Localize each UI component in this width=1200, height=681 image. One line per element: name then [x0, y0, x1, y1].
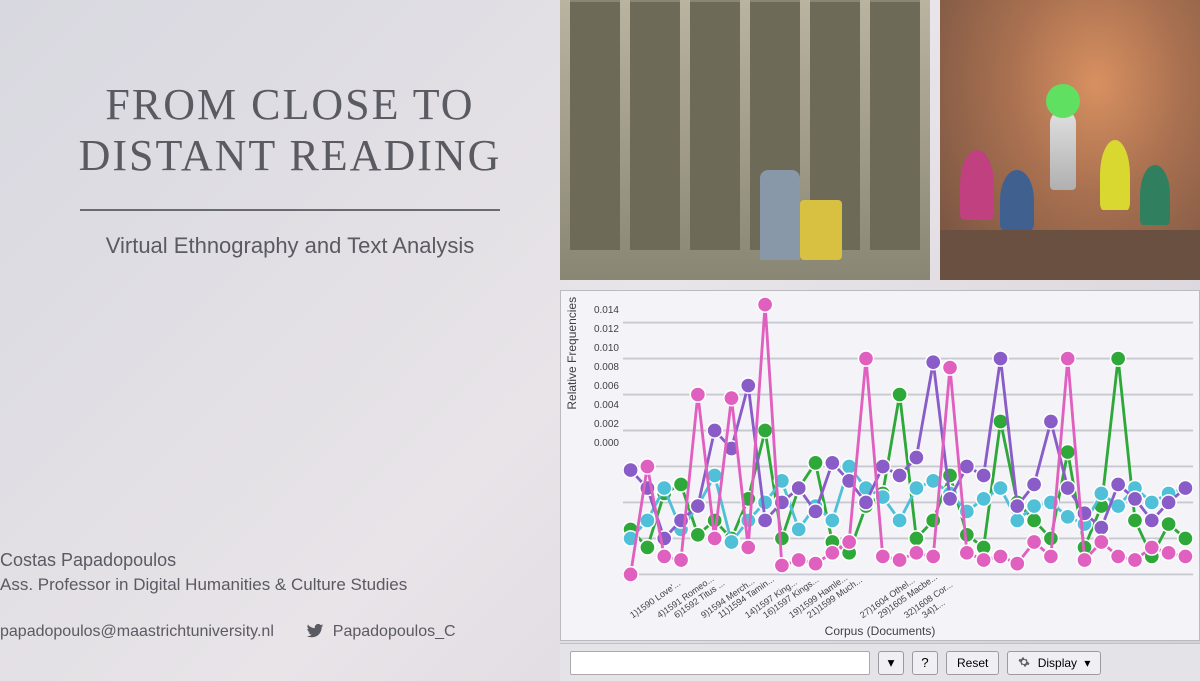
y-tick-label: 0.004: [579, 400, 619, 411]
chart-x-label: Corpus (Documents): [825, 624, 936, 638]
right-panel: Relative Frequencies Corpus (Documents) …: [560, 0, 1200, 681]
author-contact: papadopoulos@maastrichtuniversity.nl Pap…: [0, 623, 456, 641]
slide-subtitle: Virtual Ethnography and Text Analysis: [20, 233, 560, 259]
twitter-icon: [306, 624, 324, 638]
frequency-chart: Relative Frequencies Corpus (Documents) …: [560, 290, 1200, 641]
display-options-button[interactable]: Display ▾: [1007, 651, 1101, 675]
author-name: Costas Papadopoulos: [0, 550, 456, 571]
chart-filter-input[interactable]: [570, 651, 870, 675]
title-line-2: DISTANT READING: [20, 131, 560, 182]
author-twitter: Papadopoulos_C: [333, 623, 456, 640]
title-divider: [80, 209, 500, 211]
gear-icon: [1018, 656, 1030, 668]
filter-dropdown-button[interactable]: ▾: [878, 651, 904, 675]
y-tick-label: 0.008: [579, 362, 619, 373]
archive-image: [560, 0, 930, 280]
y-tick-label: 0.014: [579, 305, 619, 316]
title-line-1: FROM CLOSE TO: [20, 80, 560, 131]
y-tick-label: 0.006: [579, 381, 619, 392]
title-panel: FROM CLOSE TO DISTANT READING Virtual Et…: [20, 80, 560, 259]
y-tick-label: 0.010: [579, 343, 619, 354]
chevron-down-icon: ▾: [1084, 656, 1090, 670]
chart-y-label: Relative Frequencies: [565, 296, 579, 409]
author-role: Ass. Professor in Digital Humanities & C…: [0, 575, 456, 595]
y-tick-label: 0.012: [579, 324, 619, 335]
slide-root: FROM CLOSE TO DISTANT READING Virtual Et…: [0, 0, 1200, 681]
slide-title: FROM CLOSE TO DISTANT READING: [20, 80, 560, 181]
y-tick-label: 0.002: [579, 419, 619, 430]
vr-image: [940, 0, 1200, 280]
y-tick-label: 0.000: [579, 438, 619, 449]
display-label: Display: [1038, 656, 1077, 670]
author-email: papadopoulos@maastrichtuniversity.nl: [0, 623, 274, 640]
reset-button[interactable]: Reset: [946, 651, 999, 675]
author-block: Costas Papadopoulos Ass. Professor in Di…: [0, 550, 456, 641]
help-button[interactable]: ?: [912, 651, 938, 675]
chart-canvas: [623, 297, 1193, 582]
chart-toolbar: ▾ ? Reset Display ▾: [560, 643, 1200, 681]
